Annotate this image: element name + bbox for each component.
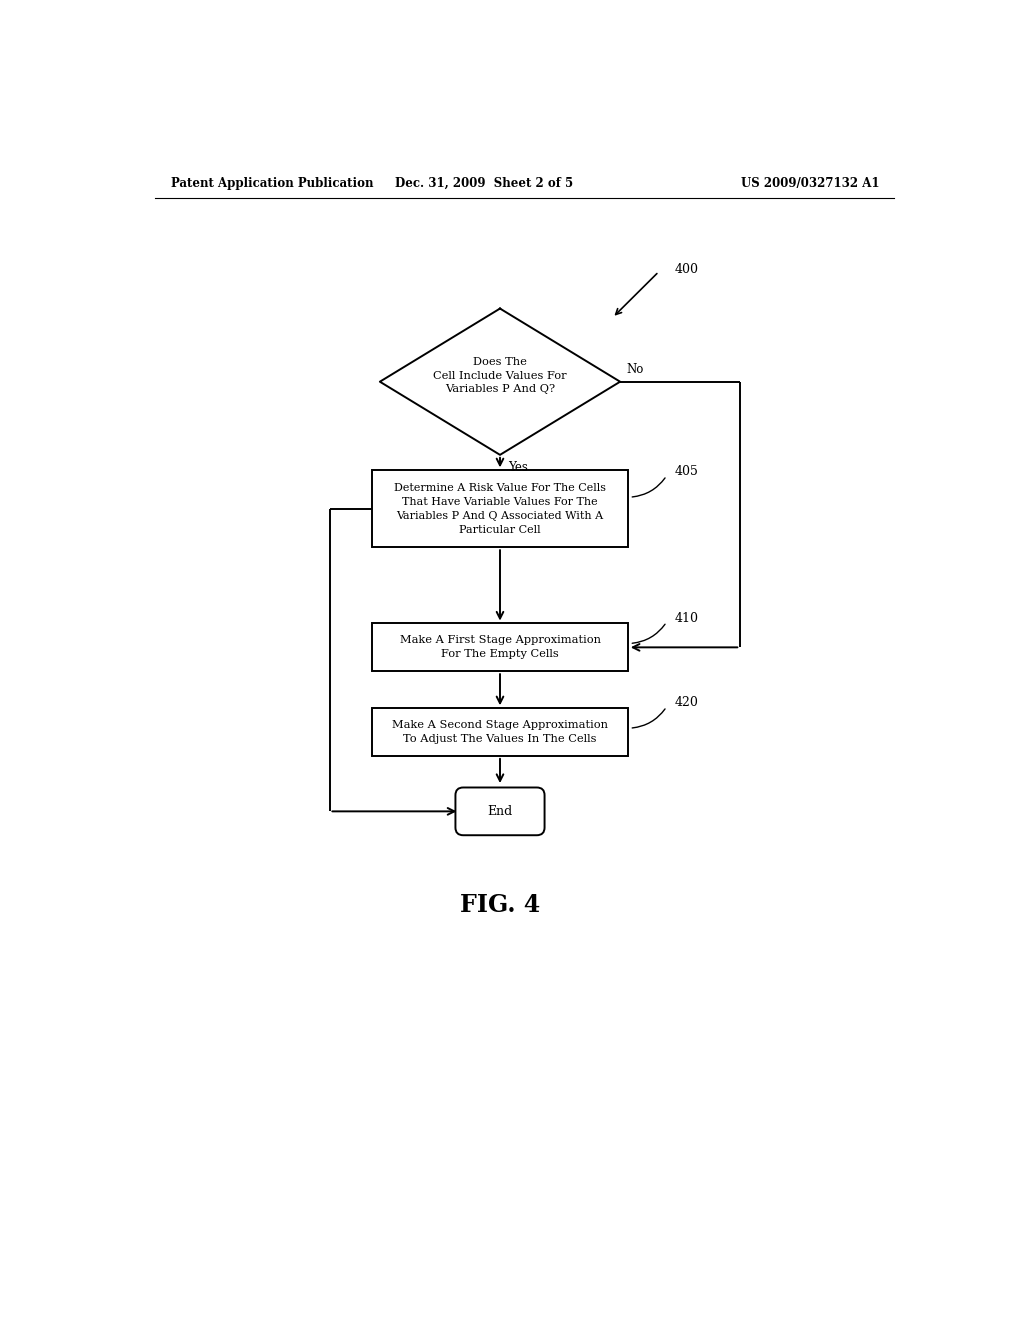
FancyBboxPatch shape bbox=[456, 788, 545, 836]
Text: Make A First Stage Approximation
For The Empty Cells: Make A First Stage Approximation For The… bbox=[399, 635, 600, 660]
FancyBboxPatch shape bbox=[372, 708, 628, 756]
Text: Dec. 31, 2009  Sheet 2 of 5: Dec. 31, 2009 Sheet 2 of 5 bbox=[395, 177, 573, 190]
Text: End: End bbox=[487, 805, 513, 818]
Text: Determine A Risk Value For The Cells
That Have Variable Values For The
Variables: Determine A Risk Value For The Cells Tha… bbox=[394, 483, 606, 535]
Text: US 2009/0327132 A1: US 2009/0327132 A1 bbox=[741, 177, 880, 190]
Text: 420: 420 bbox=[675, 696, 698, 709]
Text: Patent Application Publication: Patent Application Publication bbox=[171, 177, 373, 190]
Text: FIG. 4: FIG. 4 bbox=[460, 894, 540, 917]
Text: 410: 410 bbox=[675, 611, 698, 624]
Polygon shape bbox=[380, 309, 621, 455]
FancyBboxPatch shape bbox=[372, 470, 628, 548]
FancyBboxPatch shape bbox=[372, 623, 628, 671]
Text: 400: 400 bbox=[675, 263, 698, 276]
Text: 405: 405 bbox=[675, 465, 698, 478]
Text: Make A Second Stage Approximation
To Adjust The Values In The Cells: Make A Second Stage Approximation To Adj… bbox=[392, 719, 608, 744]
Text: Does The
Cell Include Values For
Variables P And Q?: Does The Cell Include Values For Variabl… bbox=[433, 358, 567, 393]
Text: Yes: Yes bbox=[508, 461, 527, 474]
Text: No: No bbox=[627, 363, 644, 376]
